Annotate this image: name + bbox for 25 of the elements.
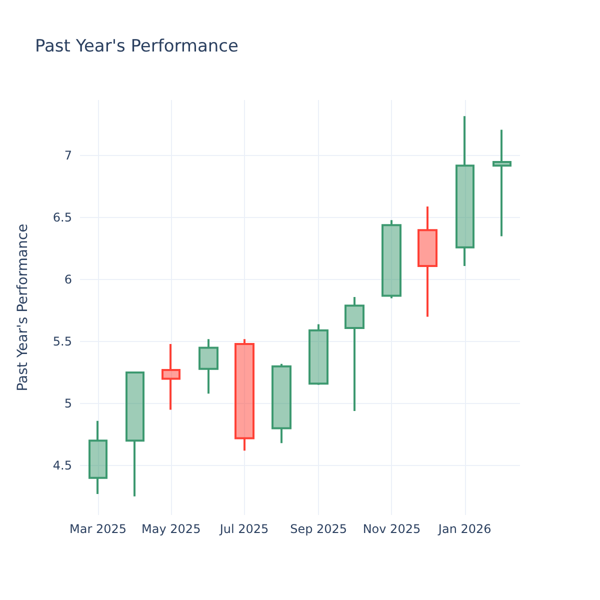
x-tick-label: Sep 2025 bbox=[290, 522, 348, 536]
x-tick-label: Jan 2026 bbox=[437, 522, 492, 536]
y-tick-label: 4.5 bbox=[52, 458, 72, 472]
candlestick bbox=[88, 420, 108, 495]
candlestick bbox=[162, 343, 180, 411]
x-tick-label: May 2025 bbox=[142, 522, 201, 536]
candlestick bbox=[418, 206, 438, 318]
y-axis-title: Past Year's Performance bbox=[15, 224, 31, 392]
x-tick-label: Mar 2025 bbox=[69, 522, 126, 536]
candlestick bbox=[382, 219, 402, 300]
candlestick bbox=[344, 296, 364, 412]
x-tick-label: Jul 2025 bbox=[218, 522, 269, 536]
x-tick-label: Nov 2025 bbox=[362, 522, 421, 536]
candlestick bbox=[492, 128, 512, 238]
candlestick bbox=[198, 338, 218, 395]
y-tick-label: 6.5 bbox=[52, 210, 72, 225]
y-tick-label: 5 bbox=[64, 396, 72, 411]
y-tick-label: 5.5 bbox=[52, 334, 72, 349]
y-tick-label: 6 bbox=[64, 272, 72, 287]
candlestick bbox=[126, 372, 144, 498]
candlestick bbox=[234, 338, 254, 452]
chart-title: Past Year's Performance bbox=[35, 36, 238, 56]
candlestick bbox=[272, 362, 292, 444]
candlestick bbox=[308, 323, 328, 386]
y-tick-label: 7 bbox=[64, 148, 72, 163]
